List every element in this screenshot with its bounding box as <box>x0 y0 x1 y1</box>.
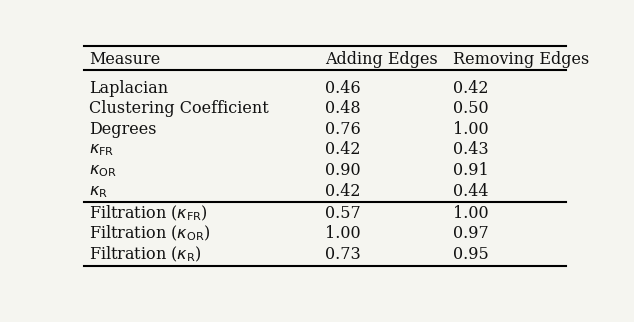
Text: 0.43: 0.43 <box>453 141 488 158</box>
Text: Laplacian: Laplacian <box>89 80 168 97</box>
Text: Filtration ($\kappa_{\mathrm{R}}$): Filtration ($\kappa_{\mathrm{R}}$) <box>89 245 202 264</box>
Text: $\kappa_{\mathrm{R}}$: $\kappa_{\mathrm{R}}$ <box>89 183 108 200</box>
Text: Filtration ($\kappa_{\mathrm{OR}}$): Filtration ($\kappa_{\mathrm{OR}}$) <box>89 224 210 243</box>
Text: 1.00: 1.00 <box>453 121 488 138</box>
Text: 0.50: 0.50 <box>453 100 488 117</box>
Text: $\kappa_{\mathrm{FR}}$: $\kappa_{\mathrm{FR}}$ <box>89 141 114 158</box>
Text: 0.97: 0.97 <box>453 225 488 242</box>
Text: 0.73: 0.73 <box>325 246 361 263</box>
Text: 0.90: 0.90 <box>325 162 361 179</box>
Text: Clustering Coefficient: Clustering Coefficient <box>89 100 269 117</box>
Text: 0.42: 0.42 <box>325 183 360 200</box>
Text: Filtration ($\kappa_{\mathrm{FR}}$): Filtration ($\kappa_{\mathrm{FR}}$) <box>89 204 208 223</box>
Text: Adding Edges: Adding Edges <box>325 51 437 68</box>
Text: 0.42: 0.42 <box>325 141 360 158</box>
Text: 1.00: 1.00 <box>453 205 488 222</box>
Text: 0.42: 0.42 <box>453 80 488 97</box>
Text: 1.00: 1.00 <box>325 225 361 242</box>
Text: 0.95: 0.95 <box>453 246 488 263</box>
Text: 0.46: 0.46 <box>325 80 361 97</box>
Text: 0.91: 0.91 <box>453 162 488 179</box>
Text: 0.44: 0.44 <box>453 183 488 200</box>
Text: Removing Edges: Removing Edges <box>453 51 589 68</box>
Text: 0.57: 0.57 <box>325 205 361 222</box>
Text: 0.76: 0.76 <box>325 121 361 138</box>
Text: Measure: Measure <box>89 51 160 68</box>
Text: $\kappa_{\mathrm{OR}}$: $\kappa_{\mathrm{OR}}$ <box>89 162 117 179</box>
Text: 0.48: 0.48 <box>325 100 361 117</box>
Text: Degrees: Degrees <box>89 121 157 138</box>
